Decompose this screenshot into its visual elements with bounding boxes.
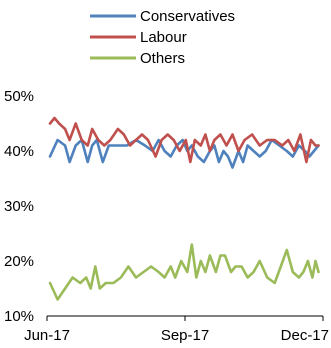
series-line-others	[48, 243, 320, 301]
y-tick-label: 40%	[4, 143, 34, 160]
legend-label-conservatives: Conservatives	[140, 8, 235, 25]
legend-label-labour: Labour	[140, 29, 187, 46]
x-tick-label: Dec-17	[281, 327, 329, 344]
legend-label-others: Others	[140, 50, 185, 67]
x-tick-label: Jun-17	[24, 327, 70, 344]
y-tick-label: 20%	[4, 253, 34, 270]
x-tick-labels: Jun-17 Sep-17 Dec-17	[24, 327, 329, 344]
y-tick-label: 10%	[4, 308, 34, 325]
series-line-conservatives	[48, 138, 320, 169]
legend: Conservatives Labour Others	[90, 8, 235, 67]
series-line-labour	[48, 116, 320, 164]
y-tick-labels: 50% 40% 30% 20% 10%	[4, 88, 34, 325]
x-tick-label: Sep-17	[161, 327, 209, 344]
x-ticks	[46, 316, 324, 321]
y-tick-label: 50%	[4, 88, 34, 105]
plot-lines	[48, 116, 320, 301]
y-tick-label: 30%	[4, 198, 34, 215]
